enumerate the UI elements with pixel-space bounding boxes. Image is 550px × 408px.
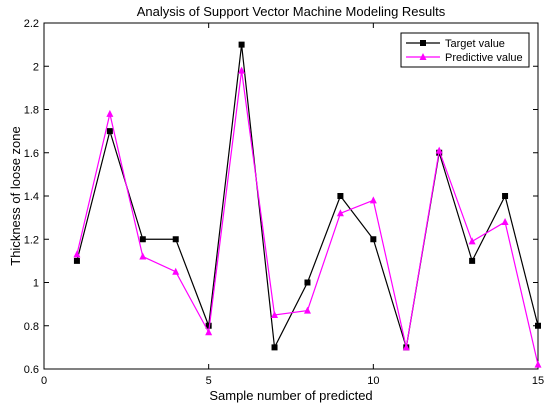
- legend-triangle-marker: [419, 53, 427, 60]
- y-tick-label: 0.8: [24, 321, 39, 333]
- data-point-predictive-value: [402, 343, 410, 351]
- series-layer: [73, 41, 542, 368]
- data-point-target-value: [139, 236, 146, 243]
- y-axis-title: Thickness of loose zone: [8, 126, 23, 265]
- data-point-predictive-value: [435, 146, 443, 154]
- data-point-target-value: [502, 193, 509, 199]
- data-point-target-value: [271, 344, 278, 351]
- data-point-target-value: [238, 41, 245, 48]
- data-point-predictive-value: [73, 250, 81, 258]
- legend: Target value Predictive value: [400, 32, 530, 68]
- y-tick-label: 2: [33, 61, 39, 73]
- data-point-target-value: [106, 128, 113, 135]
- data-point-predictive-value: [205, 328, 213, 336]
- data-point-predictive-value: [468, 237, 476, 245]
- y-tick-label: 1: [33, 278, 39, 290]
- y-tick-label: 1.4: [24, 191, 39, 203]
- x-axis-title: Sample number of predicted: [209, 388, 372, 403]
- data-point-target-value: [469, 257, 476, 264]
- data-point-predictive-value: [534, 360, 542, 368]
- data-point-target-value: [73, 257, 80, 264]
- y-tick-label: 1.6: [24, 148, 39, 160]
- y-tick-label: 0.6: [24, 364, 39, 376]
- x-tick-label: 0: [41, 375, 47, 387]
- data-point-predictive-value: [303, 306, 311, 314]
- data-point-target-value: [370, 236, 377, 243]
- data-point-predictive-value: [139, 252, 147, 260]
- data-point-target-value: [172, 236, 179, 243]
- data-point-predictive-value: [271, 310, 279, 318]
- series-predictive-value: [73, 66, 542, 368]
- data-point-predictive-value: [336, 209, 344, 217]
- data-point-target-value: [205, 322, 212, 329]
- data-point-target-value: [535, 322, 541, 329]
- data-point-predictive-value: [369, 196, 377, 204]
- y-tick-label: 1.2: [24, 234, 39, 246]
- y-tick-label: 1.8: [24, 105, 39, 117]
- legend-box: [400, 32, 530, 68]
- x-tick-label: 10: [367, 375, 379, 387]
- data-point-predictive-value: [238, 66, 246, 74]
- axis-tick-labels: 0 5 10 15 0.6 0.8 1 1.2 1.4 1.6 1.8 2 2.2: [24, 18, 544, 387]
- data-point-predictive-value: [106, 109, 114, 117]
- data-point-predictive-value: [501, 217, 509, 225]
- legend-label-predictive: Predictive value: [445, 52, 523, 64]
- plot-area: [43, 22, 539, 370]
- x-tick-label: 5: [206, 375, 212, 387]
- x-tick-label: 15: [532, 375, 544, 387]
- data-point-predictive-value: [172, 267, 180, 275]
- y-tick-label: 2.2: [24, 18, 39, 30]
- data-point-target-value: [304, 279, 311, 286]
- legend-label-target: Target value: [445, 38, 505, 50]
- data-point-target-value: [337, 193, 344, 199]
- legend-square-marker: [420, 40, 426, 46]
- chart-title: Analysis of Support Vector Machine Model…: [137, 4, 446, 19]
